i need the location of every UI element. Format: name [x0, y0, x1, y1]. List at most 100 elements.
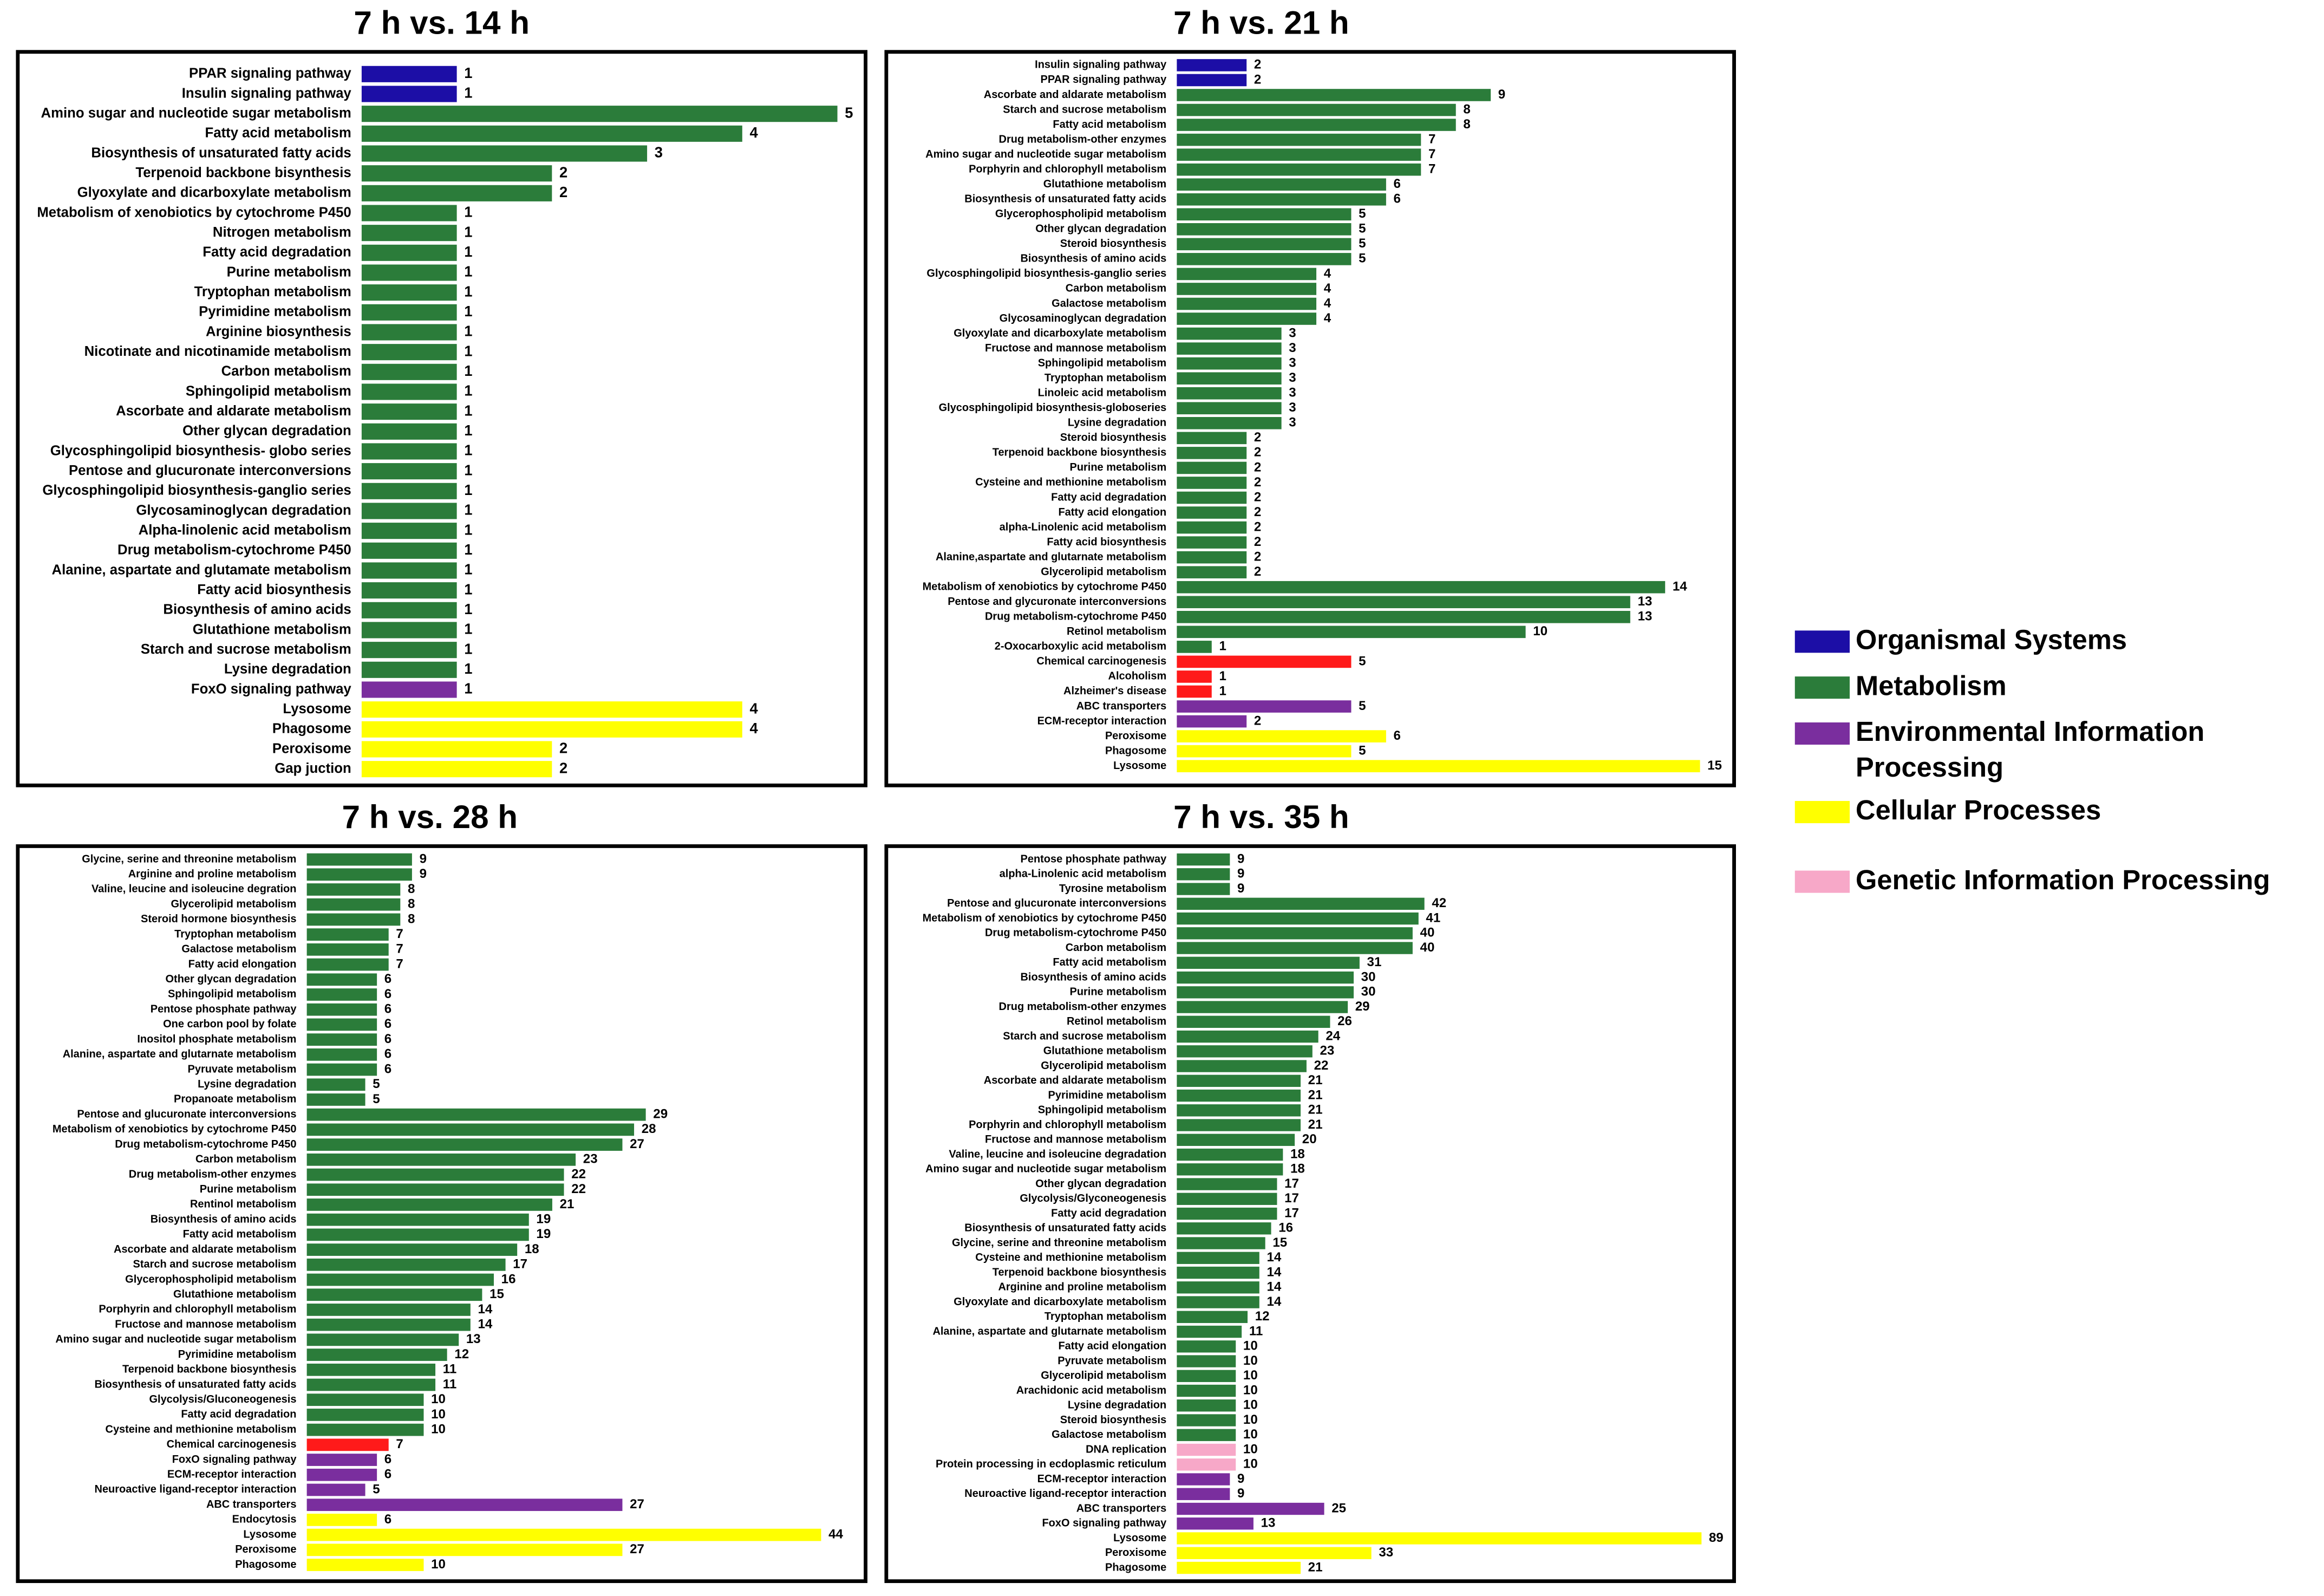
bar	[1177, 912, 1419, 925]
value-label: 9	[1237, 1471, 1244, 1486]
category-label: Steroid biosynthesis	[1060, 238, 1166, 250]
category-label: Alpha-linolenic acid metabolism	[139, 523, 351, 538]
category-label: alpha-Linolenic acid metabolism	[1000, 868, 1167, 880]
legend-label: Genetic Information Processing	[1856, 864, 2270, 895]
bar	[1177, 1561, 1301, 1574]
value-label: 7	[1428, 132, 1435, 146]
category-label: Ascorbate and aldarate metabolism	[984, 1074, 1166, 1086]
value-label: 6	[384, 1452, 391, 1467]
category-label: Propanoate metabolism	[174, 1093, 296, 1105]
category-label: Drug metabolism-cytochrome P450	[115, 1138, 296, 1150]
bar	[1177, 238, 1352, 251]
bar	[1177, 506, 1247, 519]
value-label: 1	[464, 561, 472, 578]
category-label: Fatty acid metabolism	[1053, 956, 1166, 968]
value-label: 14	[1267, 1265, 1281, 1279]
category-label: 2-Oxocarboxylic acid metabolism	[995, 641, 1166, 653]
bar	[1177, 1001, 1348, 1013]
bar	[1177, 1458, 1236, 1471]
value-label: 27	[630, 1137, 644, 1151]
category-label: Glutathione metabolism	[173, 1288, 296, 1300]
value-label: 14	[1267, 1294, 1281, 1309]
value-label: 6	[1394, 177, 1401, 191]
category-label: Alzheimer's disease	[1063, 685, 1166, 697]
bar	[361, 582, 457, 599]
category-label: Neuroactive ligand-receptor interaction	[964, 1488, 1166, 1500]
bar	[306, 883, 401, 896]
value-label: 1	[464, 581, 472, 597]
category-label: Fructose and mannose metabolism	[115, 1318, 296, 1330]
category-label: Amino sugar and nucleotide sugar metabol…	[925, 1163, 1166, 1175]
value-label: 3	[1289, 400, 1296, 415]
category-label: alpha-Linolenic acid metabolism	[1000, 521, 1167, 533]
bar	[1177, 760, 1700, 772]
chart-title: 7 h vs. 21 h	[1173, 4, 1349, 41]
category-label: Pyruvate metabolism	[188, 1063, 297, 1075]
bar	[361, 125, 742, 142]
bar	[361, 622, 457, 639]
bar	[1177, 641, 1212, 653]
bar	[306, 1243, 518, 1256]
legend-label-box: Environmental Information Processing	[1856, 716, 2204, 783]
category-label: Insulin signaling pathway	[182, 86, 352, 101]
bar	[361, 145, 648, 162]
category-label: Lysine degradation	[224, 662, 351, 677]
category-label: Porphyrin and chlorophyll metabolism	[99, 1304, 296, 1315]
chart-title: 7 h vs. 28 h	[342, 799, 518, 835]
category-label: Biosynthesis of amino acids	[1021, 971, 1167, 983]
value-label: 21	[1308, 1560, 1323, 1574]
value-label: 33	[1379, 1545, 1393, 1560]
value-label: 13	[466, 1332, 481, 1346]
bar	[306, 1528, 821, 1541]
bar	[1177, 1015, 1330, 1028]
value-label: 40	[1420, 926, 1435, 940]
value-label: 6	[384, 1061, 391, 1076]
value-label: 7	[396, 1437, 403, 1451]
category-label: Endocytosis	[232, 1514, 297, 1526]
category-label: Retinol metabolism	[1067, 1015, 1166, 1027]
bar	[1177, 1030, 1318, 1043]
value-label: 14	[1267, 1250, 1281, 1265]
category-label: Biosynthesis of unsaturated fatty acids	[95, 1378, 297, 1390]
category-label: Glycolysis/Gluconeogenesis	[149, 1393, 296, 1405]
category-label: Alanine, aspartate and glutarnate metabo…	[932, 1325, 1166, 1337]
category-label: Fatty acid elongation	[188, 958, 297, 970]
category-label: Glycosphingolipid biosynthesis- globo se…	[50, 443, 351, 458]
value-label: 21	[1308, 1117, 1323, 1132]
value-label: 2	[559, 164, 567, 180]
value-label: 5	[1359, 222, 1366, 236]
category-label: ECM-receptor interaction	[167, 1469, 297, 1481]
category-label: Glyoxylate and dicarboxylate metabolism	[77, 185, 351, 200]
value-label: 3	[1289, 356, 1296, 370]
legend-label-box: Metabolism	[1856, 670, 2007, 701]
value-label: 11	[1249, 1324, 1263, 1338]
category-label: Lysine degradation	[1068, 417, 1166, 429]
bar	[1177, 193, 1386, 206]
value-label: 1	[1219, 669, 1226, 683]
category-label: Peroxisome	[1105, 730, 1166, 742]
bar	[306, 1153, 576, 1166]
category-label: Fructose and mannose metabolism	[985, 1134, 1166, 1145]
category-label: Biosynthesis of unsaturated fatty acids	[964, 1222, 1166, 1234]
bar	[1177, 536, 1247, 549]
bar	[306, 1438, 389, 1451]
bar	[1177, 1252, 1259, 1264]
category-label: Alcoholism	[1108, 670, 1167, 682]
bar	[1177, 268, 1317, 281]
bar	[306, 1033, 377, 1046]
category-label: ABC transporters	[1076, 1502, 1166, 1514]
bar	[1177, 1502, 1324, 1515]
value-label: 6	[384, 972, 391, 986]
bar	[361, 244, 457, 261]
bar	[361, 681, 457, 698]
bar	[361, 344, 457, 361]
category-label: Terpenoid backbone biosynthesis	[122, 1364, 296, 1376]
bar	[306, 1559, 424, 1571]
bar	[306, 1409, 424, 1421]
value-label: 8	[408, 911, 415, 926]
value-label: 15	[489, 1287, 504, 1301]
bar	[306, 1318, 471, 1331]
value-label: 25	[1331, 1501, 1346, 1515]
value-label: 1	[464, 243, 472, 260]
